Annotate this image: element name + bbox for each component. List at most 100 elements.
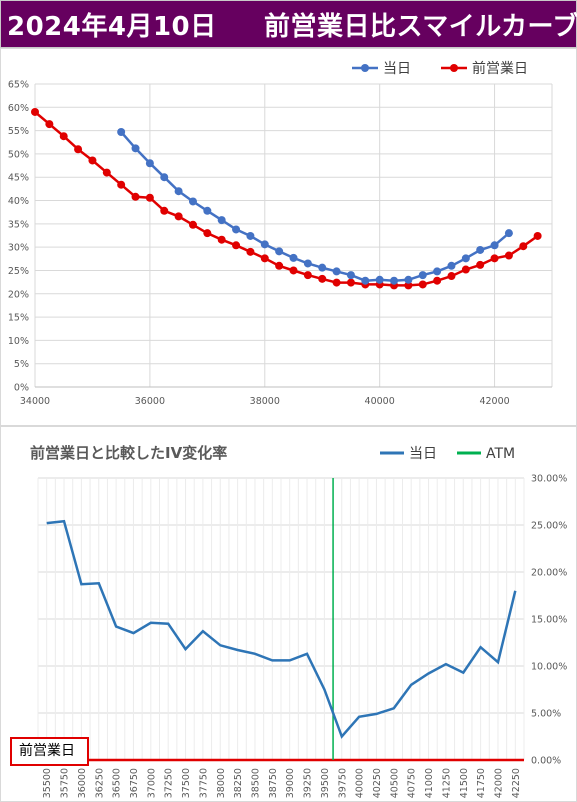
y-tick-label: 30.00% [531,474,567,485]
previous-day-label-box: 前営業日 [10,737,89,766]
series-line-today [46,519,517,739]
data-point [361,276,370,285]
data-point [145,159,154,168]
y-tick-label: 20.00% [531,568,567,579]
x-tick-label: 40500 [389,768,400,798]
x-tick-label: 38250 [233,768,244,798]
x-tick-label: 38000 [250,396,280,407]
x-tick-label: 39250 [303,768,314,798]
data-point [203,229,212,238]
x-tick-label: 40750 [407,768,418,798]
data-point [461,265,470,274]
legend-marker [361,64,369,72]
data-point [117,180,126,189]
data-point [289,266,298,275]
x-tick-label: 38500 [250,768,261,798]
data-point [275,261,284,270]
data-point [318,263,327,272]
data-point [260,254,269,263]
x-tick-label: 35500 [42,768,53,798]
data-point [490,241,499,250]
data-point [332,267,341,276]
y-tick-label: 65% [8,80,29,91]
data-point [303,259,312,268]
data-point [131,192,140,201]
x-tick-label: 42250 [511,768,522,798]
y-tick-label: 0.00% [531,756,561,767]
y-tick-label: 30% [8,243,29,254]
y-tick-label: 5% [14,359,29,370]
data-point [260,240,269,249]
smile-curve-chart: 0% 5% 10% 15% 20% 25% 30% 35% 40% 45% 50% 55% 60% 65%… [0,48,577,426]
data-point [533,231,542,240]
data-point [332,278,341,287]
data-point [102,168,111,177]
data-point [318,274,327,283]
data-point [88,156,97,165]
data-point [275,247,284,256]
x-tick-label: 34000 [20,396,50,407]
x-tick-label: 41750 [476,768,487,798]
data-point [303,271,312,280]
data-point [188,197,197,206]
data-point [232,225,241,234]
data-point [346,278,355,287]
legend-label: ATM [486,446,515,462]
x-tick-label: 35750 [60,768,71,798]
x-tick-label: 39500 [320,768,331,798]
data-point [131,144,140,153]
y-tick-label: 15.00% [531,615,567,626]
x-tick-label: 39000 [285,768,296,798]
y-tick-label: 25% [8,266,29,277]
chart-frame [0,48,577,426]
legend-label: 前営業日 [472,60,528,77]
data-point [31,107,39,116]
x-tick-label: 41000 [424,768,435,798]
y-tick-label: 35% [8,219,29,230]
x-tick-label: 36000 [135,396,165,407]
data-point [160,173,169,182]
x-tick-label: 36250 [94,768,105,798]
data-point [117,128,126,137]
y-tick-label: 45% [8,173,29,184]
x-tick-label: 38750 [268,768,279,798]
x-tick-label: 40000 [365,396,395,407]
data-point [433,267,442,276]
data-point [375,275,384,284]
data-point [246,231,255,240]
data-point [217,235,226,244]
legend-marker [450,64,458,72]
banner-date-title: 2024年4月10日 [7,12,217,42]
data-point [490,254,499,263]
y-tick-label: 15% [8,313,29,324]
data-point [418,280,427,289]
data-point [404,281,413,290]
y-tick-label: 40% [8,196,29,207]
data-point [59,132,68,141]
data-point [447,272,456,281]
data-point [246,247,255,256]
data-point [390,276,399,285]
data-point [203,206,212,215]
data-point [404,275,413,284]
x-tick-label: 36750 [129,768,140,798]
x-tick-label: 37250 [164,768,175,798]
legend-label: 当日 [409,446,437,462]
data-point [346,271,355,280]
y-tick-label: 55% [8,126,29,137]
series-line-today [120,131,510,282]
data-point [217,216,226,225]
data-point [174,212,183,221]
data-point [447,261,456,270]
data-point [232,241,241,250]
data-point [476,260,485,269]
data-point [45,120,54,129]
x-tick-label: 37750 [198,768,209,798]
x-tick-label: 38000 [216,768,227,798]
data-point [160,206,169,215]
x-tick-label: 41500 [459,768,470,798]
title-banner: 2024年4月10日 前営業日比スマイルカーブ [0,0,577,48]
x-tick-label: 42000 [479,396,509,407]
x-tick-label: 36000 [77,768,88,798]
data-point [174,187,183,196]
